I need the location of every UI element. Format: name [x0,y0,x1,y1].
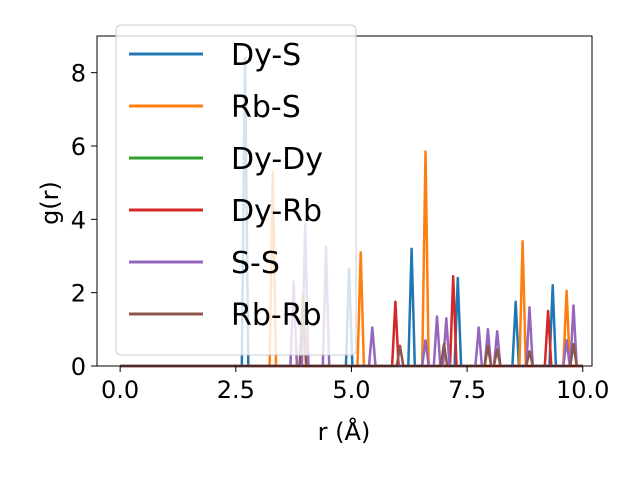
y-tick-label: 2 [71,280,86,308]
legend-label-dy-rb: Dy-Rb [231,194,322,229]
series-line-dy-rb [120,274,583,368]
y-tick-label: 6 [71,133,86,161]
x-tick-label: 0.0 [101,376,139,404]
x-tick-label: 10.0 [556,376,609,404]
y-axis: 0 2 4 6 8 [71,60,97,381]
x-tick-label: 7.5 [448,376,486,404]
legend-label-rb-s: Rb-S [231,90,301,125]
y-tick-label: 4 [71,206,86,234]
x-tick-label: 2.5 [217,376,255,404]
legend: Dy-S Rb-S Dy-Dy Dy-Rb S-S Rb-Rb [115,24,357,356]
y-tick-label: 8 [71,60,86,88]
legend-label-s-s: S-S [231,246,280,281]
legend-label-dy-s: Dy-S [231,38,301,73]
x-axis: 0.0 2.5 5.0 7.5 10.0 [101,366,609,404]
legend-label-dy-dy: Dy-Dy [231,142,323,177]
x-axis-label: r (Å) [318,417,371,446]
legend-label-rb-rb: Rb-Rb [231,298,322,333]
y-axis-label: g(r) [36,181,64,225]
x-tick-label: 5.0 [332,376,370,404]
y-tick-label: 0 [71,353,86,381]
